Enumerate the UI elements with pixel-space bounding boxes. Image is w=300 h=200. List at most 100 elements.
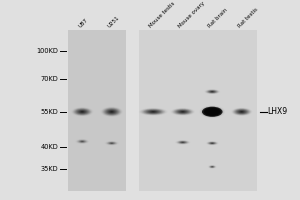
Ellipse shape: [108, 110, 116, 114]
Bar: [68, 30, 127, 191]
Ellipse shape: [149, 111, 157, 113]
Ellipse shape: [82, 141, 83, 142]
Ellipse shape: [208, 165, 216, 168]
Ellipse shape: [110, 143, 113, 144]
Ellipse shape: [146, 110, 161, 114]
Ellipse shape: [235, 109, 248, 114]
Ellipse shape: [104, 108, 120, 115]
Ellipse shape: [210, 111, 214, 113]
Ellipse shape: [148, 110, 158, 113]
Ellipse shape: [80, 111, 84, 113]
Ellipse shape: [208, 90, 217, 93]
Ellipse shape: [107, 142, 116, 145]
Ellipse shape: [175, 109, 190, 114]
Ellipse shape: [209, 91, 215, 93]
Ellipse shape: [238, 110, 246, 113]
Ellipse shape: [147, 110, 160, 114]
Ellipse shape: [205, 108, 219, 115]
Ellipse shape: [106, 109, 118, 115]
Ellipse shape: [204, 108, 221, 116]
Text: U87: U87: [77, 17, 88, 29]
Text: U251: U251: [107, 15, 121, 29]
Ellipse shape: [178, 141, 187, 144]
Ellipse shape: [102, 107, 122, 116]
Ellipse shape: [232, 108, 251, 116]
Text: 40KD: 40KD: [41, 144, 58, 150]
Ellipse shape: [106, 142, 117, 145]
Ellipse shape: [78, 140, 86, 143]
Ellipse shape: [208, 109, 217, 114]
Ellipse shape: [234, 109, 249, 115]
Ellipse shape: [206, 109, 218, 115]
Ellipse shape: [211, 91, 214, 92]
Ellipse shape: [209, 110, 216, 113]
Ellipse shape: [178, 110, 187, 113]
Ellipse shape: [105, 109, 119, 115]
Ellipse shape: [107, 109, 117, 114]
Ellipse shape: [81, 111, 83, 112]
Text: LHX9: LHX9: [268, 107, 288, 116]
Ellipse shape: [237, 110, 247, 114]
Ellipse shape: [241, 111, 243, 112]
Ellipse shape: [212, 166, 213, 167]
Ellipse shape: [101, 107, 123, 117]
Ellipse shape: [177, 110, 188, 114]
Text: Mouse ovary: Mouse ovary: [178, 0, 206, 29]
Ellipse shape: [76, 139, 88, 144]
Ellipse shape: [204, 108, 220, 116]
Ellipse shape: [176, 140, 189, 144]
Ellipse shape: [205, 89, 220, 94]
Ellipse shape: [182, 111, 184, 112]
Ellipse shape: [231, 108, 252, 116]
Ellipse shape: [80, 141, 84, 142]
Ellipse shape: [208, 165, 216, 168]
Ellipse shape: [80, 141, 85, 142]
Ellipse shape: [178, 141, 188, 144]
Ellipse shape: [76, 139, 89, 144]
Ellipse shape: [173, 109, 193, 115]
Ellipse shape: [139, 108, 168, 116]
Ellipse shape: [210, 166, 215, 168]
Ellipse shape: [76, 109, 88, 114]
Ellipse shape: [211, 166, 214, 167]
Ellipse shape: [208, 142, 216, 145]
Ellipse shape: [172, 108, 194, 115]
Ellipse shape: [179, 141, 186, 143]
Ellipse shape: [77, 140, 88, 143]
Ellipse shape: [151, 111, 156, 112]
Ellipse shape: [211, 143, 214, 144]
Ellipse shape: [207, 90, 217, 93]
Ellipse shape: [103, 108, 121, 116]
Text: 55KD: 55KD: [41, 109, 58, 115]
Ellipse shape: [110, 111, 114, 113]
Ellipse shape: [181, 142, 184, 143]
Ellipse shape: [206, 141, 218, 145]
Ellipse shape: [208, 91, 216, 93]
Text: Rat brain: Rat brain: [207, 7, 229, 29]
Ellipse shape: [202, 107, 223, 117]
Ellipse shape: [176, 110, 189, 114]
Ellipse shape: [109, 110, 115, 113]
Ellipse shape: [181, 111, 185, 112]
Ellipse shape: [211, 111, 213, 112]
Ellipse shape: [208, 142, 217, 145]
Ellipse shape: [236, 109, 248, 114]
Ellipse shape: [206, 141, 219, 145]
Ellipse shape: [176, 140, 190, 144]
Ellipse shape: [209, 142, 216, 144]
Ellipse shape: [181, 142, 185, 143]
Ellipse shape: [81, 141, 84, 142]
Ellipse shape: [111, 111, 113, 112]
Ellipse shape: [171, 108, 195, 116]
Ellipse shape: [105, 141, 118, 145]
Ellipse shape: [106, 141, 118, 145]
Ellipse shape: [109, 142, 115, 144]
Ellipse shape: [177, 141, 188, 144]
Ellipse shape: [182, 142, 184, 143]
Ellipse shape: [174, 109, 192, 115]
Ellipse shape: [201, 106, 224, 117]
Ellipse shape: [200, 106, 225, 118]
Ellipse shape: [206, 90, 218, 94]
Ellipse shape: [212, 91, 213, 92]
Ellipse shape: [79, 111, 85, 113]
